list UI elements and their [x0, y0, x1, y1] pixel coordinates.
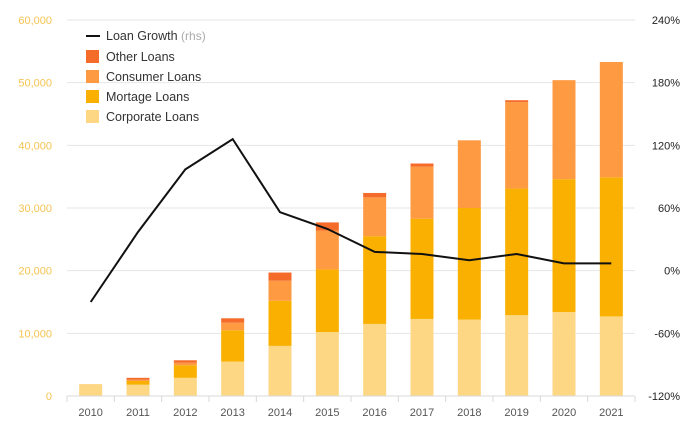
x-axis-tick-label: 2018 — [457, 407, 481, 419]
left-axis-tick-label: 60,000 — [18, 15, 52, 27]
bar-other-loans — [410, 163, 434, 167]
bar-other-loans — [363, 192, 387, 198]
bar-consumer-loans — [552, 80, 576, 180]
x-axis-tick-label: 2021 — [599, 407, 623, 419]
legend-rhs-suffix: (rhs) — [181, 29, 206, 43]
bar-consumer-loans — [410, 166, 434, 219]
bar-mortage-loans — [221, 330, 245, 362]
right-axis-tick-label: 120% — [652, 140, 680, 152]
bar-consumer-loans — [599, 61, 623, 178]
bar-mortage-loans — [268, 300, 292, 346]
bar-consumer-loans — [268, 280, 292, 301]
legend-label-mortage-loans: Mortage Loans — [106, 90, 189, 104]
x-axis-tick-label: 2017 — [410, 407, 434, 419]
right-axis-tick-label: 180% — [652, 78, 680, 90]
left-axis-tick-label: 20,000 — [18, 266, 52, 278]
legend-label-consumer-loans: Consumer Loans — [106, 70, 201, 84]
bar-corporate-loans — [599, 316, 623, 396]
legend-swatch-mortage-loans — [86, 90, 99, 103]
bar-corporate-loans — [410, 318, 434, 396]
bar-corporate-loans — [457, 319, 481, 396]
legend-label-other-loans: Other Loans — [106, 50, 175, 64]
left-axis-tick-label: 30,000 — [18, 203, 52, 215]
right-axis-tick-label: 0% — [664, 266, 680, 278]
x-axis-tick-label: 2012 — [173, 407, 197, 419]
x-axis-tick-label: 2014 — [268, 407, 292, 419]
loan-growth-line — [89, 137, 612, 303]
bar-consumer-loans — [457, 140, 481, 208]
x-axis-tick-label: 2011 — [126, 407, 150, 419]
bar-mortage-loans — [126, 380, 150, 385]
right-axis-tick-label: -120% — [648, 391, 680, 403]
loan-growth-line-group — [89, 137, 612, 303]
x-axis-tick-label: 2010 — [78, 407, 102, 419]
bar-mortage-loans — [363, 236, 387, 324]
x-axis-tick-label: 2020 — [552, 407, 576, 419]
x-axis-tick-label: 2019 — [504, 407, 528, 419]
bar-mortage-loans — [315, 269, 339, 333]
left-axis-tick-label: 0 — [46, 391, 52, 403]
bar-mortage-loans — [173, 365, 197, 378]
bar-mortage-loans — [599, 177, 623, 317]
x-axis-tick-label: 2016 — [362, 407, 386, 419]
bar-corporate-loans — [126, 384, 150, 396]
bar-other-loans — [268, 272, 292, 281]
bar-consumer-loans — [505, 102, 529, 189]
legend-label-loan-growth: Loan Growth (rhs) — [106, 29, 206, 43]
legend-label-corporate-loans: Corporate Loans — [106, 110, 199, 124]
left-axis-tick-label: 50,000 — [18, 78, 52, 90]
bar-consumer-loans — [363, 197, 387, 237]
bar-corporate-loans — [173, 377, 197, 396]
right-axis-tick-label: 60% — [658, 203, 680, 215]
bar-corporate-loans — [315, 332, 339, 396]
bar-consumer-loans — [221, 322, 245, 331]
bar-corporate-loans — [505, 315, 529, 396]
x-axis-tick-label: 2013 — [220, 407, 244, 419]
bar-other-loans — [173, 360, 197, 363]
bar-mortage-loans — [552, 179, 576, 313]
gridlines — [67, 19, 635, 397]
legend: Loan Growth (rhs) Other Loans Consumer Loa… — [86, 29, 206, 124]
x-axis-tick-label: 2015 — [315, 407, 339, 419]
legend-swatch-consumer-loans — [86, 70, 99, 83]
right-axis-tick-label: 240% — [652, 15, 680, 27]
bar-other-loans — [505, 100, 529, 103]
legend-swatch-corporate-loans — [86, 110, 99, 123]
left-axis-tick-label: 40,000 — [18, 140, 52, 152]
legend-swatch-other-loans — [86, 50, 99, 63]
bar-consumer-loans — [315, 230, 339, 270]
bar-corporate-loans — [221, 361, 245, 396]
bar-corporate-loans — [363, 323, 387, 396]
bar-other-loans — [126, 377, 150, 380]
bar-corporate-loans — [79, 384, 103, 396]
bar-consumer-loans — [126, 379, 150, 381]
bar-corporate-loans — [268, 345, 292, 396]
bar-stacks — [79, 61, 623, 396]
axes: 0 10,000 20,000 30,000 40,000 50,000 60,000 -12… — [18, 15, 680, 419]
bar-other-loans — [315, 222, 339, 231]
bar-mortage-loans — [505, 188, 529, 316]
bar-corporate-loans — [552, 312, 576, 396]
bar-consumer-loans — [173, 362, 197, 366]
bar-mortage-loans — [410, 218, 434, 319]
bar-mortage-loans — [457, 208, 481, 320]
left-axis-tick-label: 10,000 — [18, 328, 52, 340]
right-axis-tick-label: -60% — [654, 328, 680, 340]
bar-other-loans — [221, 318, 245, 323]
